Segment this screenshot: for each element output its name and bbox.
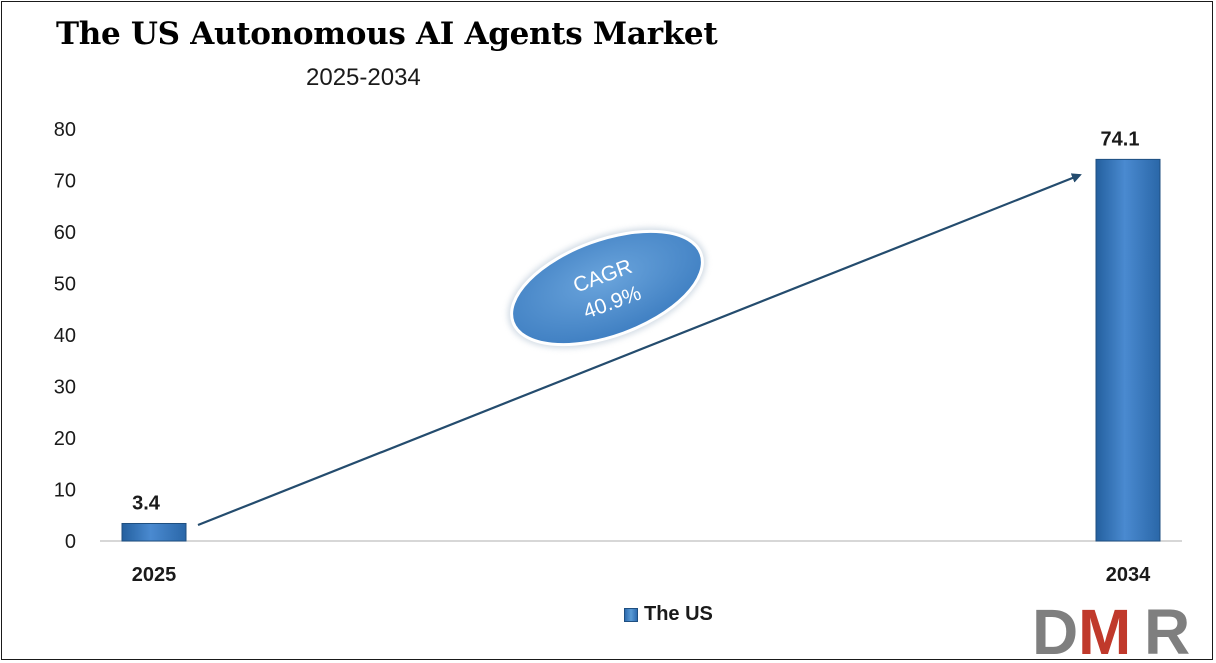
bar-2034: [1095, 158, 1161, 542]
y-tick-label: 60: [54, 222, 76, 244]
x-tick-label: 2025: [132, 564, 177, 586]
y-axis-ticks: 0 10 20 30 40 50 60 70 80: [54, 119, 76, 553]
dmr-logo: D M R: [1032, 600, 1190, 658]
x-axis-ticks: 2025 2034: [132, 564, 1151, 586]
legend-label: The US: [644, 603, 713, 625]
y-tick-label: 20: [54, 428, 76, 450]
legend-swatch: [624, 607, 638, 622]
logo-letter-d: D: [1032, 600, 1078, 658]
cagr-badge: CAGR 40.9%: [507, 227, 707, 349]
y-tick-label: 70: [54, 171, 76, 193]
data-label: 74.1: [1101, 128, 1140, 150]
y-tick-label: 40: [54, 325, 76, 347]
data-label: 3.4: [132, 492, 161, 514]
bars: [121, 158, 1161, 542]
chart-title: The US Autonomous AI Agents Market: [56, 16, 718, 52]
chart-subtitle: 2025-2034: [306, 64, 421, 91]
y-tick-label: 50: [54, 274, 76, 296]
y-tick-label: 0: [65, 531, 76, 553]
logo-letter-r: R: [1144, 600, 1190, 658]
bar-2025: [121, 522, 187, 542]
x-tick-label: 2034: [1106, 564, 1151, 586]
legend: The US: [624, 603, 713, 626]
data-labels: 3.4 74.1: [132, 128, 1139, 514]
cagr-arrow: [197, 173, 1082, 527]
y-tick-label: 30: [54, 377, 76, 399]
y-tick-label: 80: [54, 119, 76, 141]
logo-letter-m: M: [1078, 600, 1131, 658]
y-tick-label: 10: [54, 480, 76, 502]
